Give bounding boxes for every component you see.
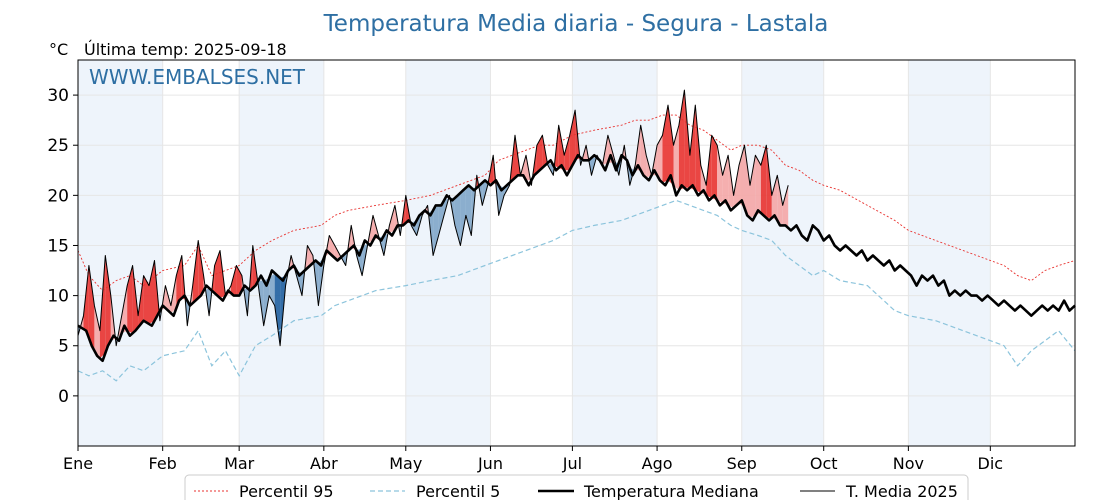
legend-current-label: T. Media 2025 bbox=[845, 482, 958, 500]
above-median-fill bbox=[329, 235, 335, 258]
x-tick-label-ago: Ago bbox=[642, 454, 673, 473]
above-median-fill bbox=[750, 155, 756, 218]
below-median-fill bbox=[438, 200, 444, 236]
above-median-fill bbox=[668, 105, 674, 186]
below-median-fill bbox=[454, 192, 461, 246]
x-tick-label-mar: Mar bbox=[224, 454, 255, 473]
legend-p5-label: Percentil 5 bbox=[416, 482, 500, 500]
y-axis: 0 5 10 15 20 25 30 bbox=[47, 86, 78, 407]
x-tick-label-jun: Jun bbox=[477, 454, 503, 473]
above-median-fill bbox=[717, 145, 723, 203]
above-median-fill bbox=[121, 285, 128, 334]
above-median-fill bbox=[766, 145, 772, 218]
above-median-fill bbox=[760, 145, 767, 218]
chart-title: Temperatura Media diaria - Segura - Last… bbox=[323, 11, 829, 37]
y-tick-label: 30 bbox=[47, 86, 69, 106]
series-line-median bbox=[77, 153, 1076, 363]
legend: Percentil 95 Percentil 5 Temperatura Med… bbox=[184, 474, 969, 500]
x-tick-label-abr: Abr bbox=[310, 454, 338, 473]
month-band-jul bbox=[572, 60, 658, 446]
above-median-fill bbox=[558, 125, 565, 171]
above-median-fill bbox=[105, 255, 111, 354]
above-median-fill bbox=[83, 265, 89, 339]
y-tick-label: 20 bbox=[47, 186, 69, 206]
series-lines bbox=[77, 89, 1076, 382]
below-median-fill bbox=[460, 187, 466, 246]
above-median-fill bbox=[236, 265, 242, 296]
above-median-fill bbox=[569, 110, 576, 171]
above-median-fill bbox=[143, 275, 149, 324]
above-median-fill bbox=[678, 90, 685, 191]
x-tick-label-jul: Jul bbox=[562, 454, 582, 473]
y-tick-label: 5 bbox=[58, 337, 69, 357]
x-tick-label-feb: Feb bbox=[149, 454, 177, 473]
above-median-fill bbox=[231, 265, 237, 296]
above-median-fill bbox=[695, 105, 701, 193]
above-median-fill bbox=[700, 165, 707, 196]
below-median-fill bbox=[433, 205, 439, 256]
above-median-fill bbox=[662, 105, 668, 183]
above-median-fill bbox=[192, 240, 199, 304]
above-median-fill bbox=[689, 105, 696, 191]
above-median-fill bbox=[176, 255, 182, 309]
above-median-fill bbox=[198, 240, 204, 299]
above-median-fill bbox=[711, 135, 718, 201]
month-band-may bbox=[405, 60, 491, 446]
below-median-fill bbox=[465, 187, 472, 236]
x-tick-label-may: May bbox=[389, 454, 422, 473]
plot-frame bbox=[77, 59, 1076, 447]
y-tick-label: 0 bbox=[58, 387, 69, 407]
above-median-fill bbox=[88, 265, 95, 351]
above-median-fill bbox=[165, 285, 171, 314]
series-line-p95 bbox=[77, 114, 1076, 292]
month-band-nov bbox=[908, 60, 991, 446]
above-median-fill bbox=[536, 135, 543, 173]
above-median-fill bbox=[149, 260, 155, 324]
above-median-fill bbox=[307, 245, 313, 268]
month-band-ene bbox=[78, 60, 163, 446]
below-median-fill bbox=[274, 273, 281, 346]
above-median-fill bbox=[722, 155, 729, 206]
watermark: WWW.EMBALSES.NET bbox=[89, 65, 306, 89]
x-tick-label-nov: Nov bbox=[893, 454, 924, 473]
x-tick-label-ene: Ene bbox=[63, 454, 93, 473]
above-median-fill bbox=[640, 125, 647, 178]
above-median-fill bbox=[755, 155, 761, 216]
unit-label: °C bbox=[49, 40, 68, 59]
below-median-fill bbox=[498, 185, 505, 216]
x-tick-label-dic: Dic bbox=[978, 454, 1004, 473]
above-median-fill bbox=[744, 145, 750, 218]
above-median-fill bbox=[94, 305, 100, 359]
above-median-fill bbox=[684, 90, 690, 188]
above-median-fill bbox=[733, 165, 739, 208]
legend-median-label: Temperatura Mediana bbox=[583, 482, 759, 500]
above-median-fill bbox=[564, 135, 570, 171]
above-median-fill bbox=[657, 135, 663, 183]
y-tick-label: 15 bbox=[47, 236, 69, 256]
above-median-fill bbox=[771, 175, 778, 221]
y-tick-label: 25 bbox=[47, 136, 69, 156]
last-temp-label: Última temp: 2025-09-18 bbox=[84, 40, 287, 59]
series-line-current bbox=[77, 89, 789, 347]
x-tick-label-sep: Sep bbox=[727, 454, 757, 473]
above-median-fill bbox=[777, 175, 783, 226]
above-median-fill bbox=[782, 185, 789, 228]
legend-p95-label: Percentil 95 bbox=[239, 482, 334, 500]
y-tick-label: 10 bbox=[47, 287, 69, 307]
x-axis: Ene Feb Mar Abr May Jun Jul Ago Sep Oct Nov Dic bbox=[63, 446, 1003, 473]
x-tick-label-oct: Oct bbox=[810, 454, 838, 473]
series-line-p5 bbox=[77, 199, 1076, 382]
legend-box bbox=[184, 474, 969, 500]
below-median-fill bbox=[263, 278, 270, 326]
